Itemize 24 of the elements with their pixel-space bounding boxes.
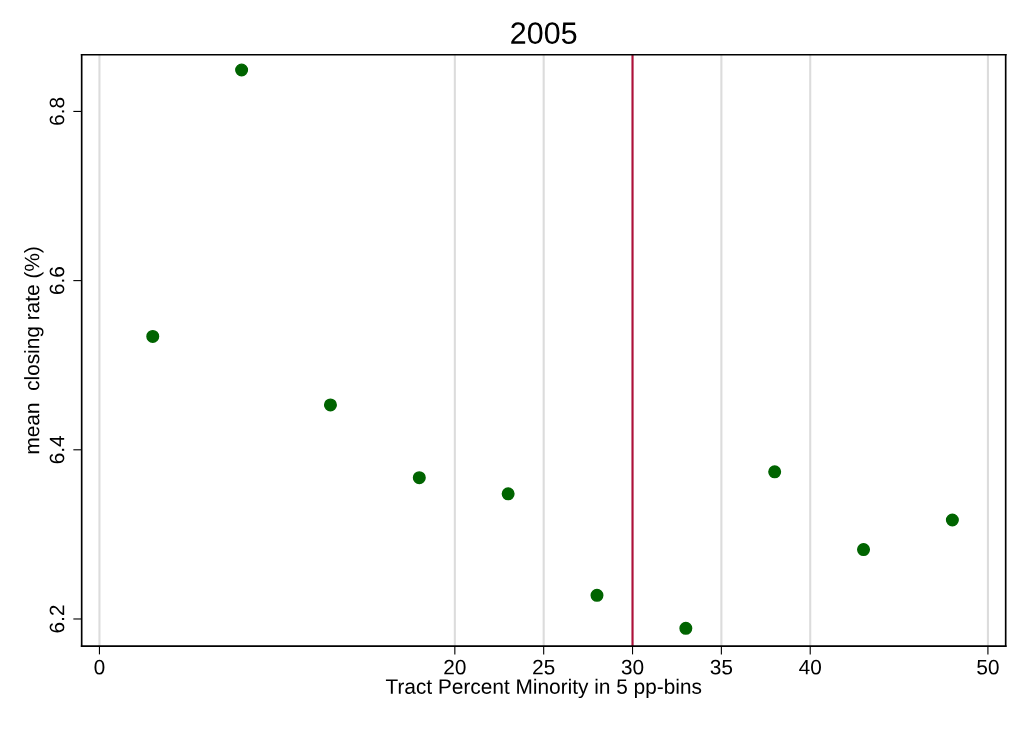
y-tick-label: 6.8	[49, 97, 65, 125]
point	[501, 487, 515, 501]
point	[323, 398, 337, 412]
point	[590, 588, 604, 602]
y-tick-label: 6.4	[49, 435, 65, 464]
point	[857, 543, 871, 557]
x-tick-label: 30	[621, 659, 644, 675]
point	[768, 465, 782, 479]
x-tick-label: 25	[533, 659, 555, 675]
point	[679, 621, 693, 635]
y-tick-label: 6.6	[49, 267, 65, 295]
y-tick-label: 6.2	[49, 605, 65, 633]
point	[945, 513, 959, 527]
point	[235, 63, 249, 77]
chart-title: 2005	[511, 22, 577, 44]
x-tick-label: 0	[94, 659, 105, 675]
y-axis-title: mean closing rate (%)	[24, 247, 44, 454]
point	[412, 471, 426, 485]
x-tick-label: 35	[710, 659, 733, 675]
x-tick-label: 20	[444, 659, 466, 675]
point	[146, 329, 160, 343]
x-axis-title: Tract Percent Minority in 5 pp-bins	[385, 678, 702, 699]
x-tick-label: 40	[799, 659, 821, 675]
x-tick-label: 50	[977, 659, 999, 675]
